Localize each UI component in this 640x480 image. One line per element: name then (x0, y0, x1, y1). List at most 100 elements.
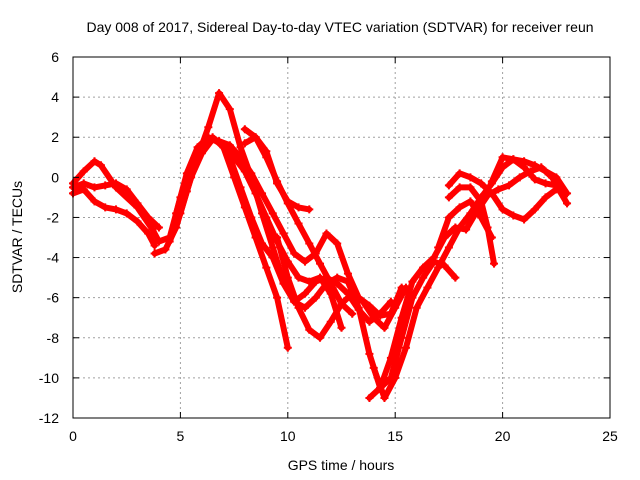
data-point (268, 253, 277, 262)
data-series-group (69, 89, 572, 402)
data-point (148, 225, 157, 234)
data-point (401, 343, 410, 352)
y-tick-label: -6 (47, 290, 60, 306)
data-point (541, 179, 550, 188)
data-point (348, 309, 357, 318)
data-point (509, 155, 518, 164)
y-axis-label: SDTVAR / TECUs (9, 181, 25, 293)
data-point (144, 213, 153, 222)
data-point (530, 205, 539, 214)
data-point (187, 173, 196, 182)
data-point (236, 143, 245, 152)
data-point (455, 183, 464, 192)
series-arc-2 (69, 179, 163, 232)
data-point (294, 273, 303, 282)
y-tick-label: 2 (51, 129, 59, 145)
data-point (429, 253, 438, 262)
x-tick-label: 5 (177, 428, 185, 444)
data-point (305, 325, 314, 334)
data-point (419, 263, 428, 272)
data-point (444, 243, 453, 252)
data-point (273, 179, 282, 188)
data-point (111, 205, 120, 214)
data-point (316, 333, 325, 342)
data-point (294, 303, 303, 312)
series-arc-15 (444, 169, 561, 224)
data-point (133, 199, 142, 208)
data-point (530, 175, 539, 184)
data-point (305, 205, 314, 214)
data-point (552, 185, 561, 194)
data-point (358, 297, 367, 306)
data-point (455, 203, 464, 212)
y-tick-label: 4 (51, 89, 59, 105)
data-point (240, 139, 249, 148)
data-point (477, 179, 486, 188)
data-point (348, 289, 357, 298)
data-point (494, 185, 503, 194)
data-point (96, 161, 105, 170)
series-arc-14 (444, 183, 499, 268)
data-point (79, 185, 88, 194)
x-axis-tick-labels: 0 5 10 15 20 25 (69, 428, 618, 444)
data-point (515, 173, 524, 182)
y-tick-label: -4 (47, 250, 60, 266)
data-point (311, 293, 320, 302)
data-point (279, 229, 288, 238)
y-tick-label: -2 (47, 209, 60, 225)
data-point (541, 167, 550, 176)
data-point (316, 259, 325, 268)
data-point (343, 269, 352, 278)
data-point (419, 273, 428, 282)
series-arc-3 (69, 185, 159, 250)
y-tick-label: -8 (47, 330, 60, 346)
x-axis-label: GPS time / hours (288, 457, 395, 473)
series-arc-12 (369, 155, 572, 402)
data-point (412, 303, 421, 312)
data-point (273, 293, 282, 302)
data-point (247, 169, 256, 178)
data-point (290, 249, 299, 258)
data-point (365, 317, 374, 326)
series-arc-10 (273, 233, 410, 342)
data-point (150, 241, 159, 250)
data-point (391, 373, 400, 382)
data-point (365, 349, 374, 358)
data-point (462, 225, 471, 234)
data-point (197, 149, 206, 158)
data-point (509, 211, 518, 220)
data-point (204, 123, 213, 132)
data-point (176, 209, 185, 218)
plot-frame (72, 56, 611, 419)
data-point (262, 213, 271, 222)
data-point (90, 157, 99, 166)
data-point (444, 193, 453, 202)
data-point (258, 239, 267, 248)
data-point (354, 303, 363, 312)
data-point (79, 167, 88, 176)
x-tick-label: 10 (280, 428, 296, 444)
data-point (444, 181, 453, 190)
data-point (466, 183, 475, 192)
series-arc-7 (215, 137, 406, 320)
data-point (305, 239, 314, 248)
grid-lines (73, 57, 610, 418)
data-point (466, 209, 475, 218)
data-point (397, 313, 406, 322)
data-point (251, 133, 260, 142)
x-tick-label: 25 (602, 428, 618, 444)
data-point (279, 279, 288, 288)
data-point (144, 229, 153, 238)
data-point (240, 125, 249, 134)
data-point (477, 197, 486, 206)
series-trace (173, 134, 459, 391)
data-point (487, 189, 496, 198)
data-point (300, 289, 309, 298)
data-point (305, 277, 314, 286)
x-tick-label: 0 (69, 428, 77, 444)
data-point (444, 213, 453, 222)
data-point (268, 243, 277, 252)
data-point (273, 233, 282, 242)
data-point (380, 323, 389, 332)
